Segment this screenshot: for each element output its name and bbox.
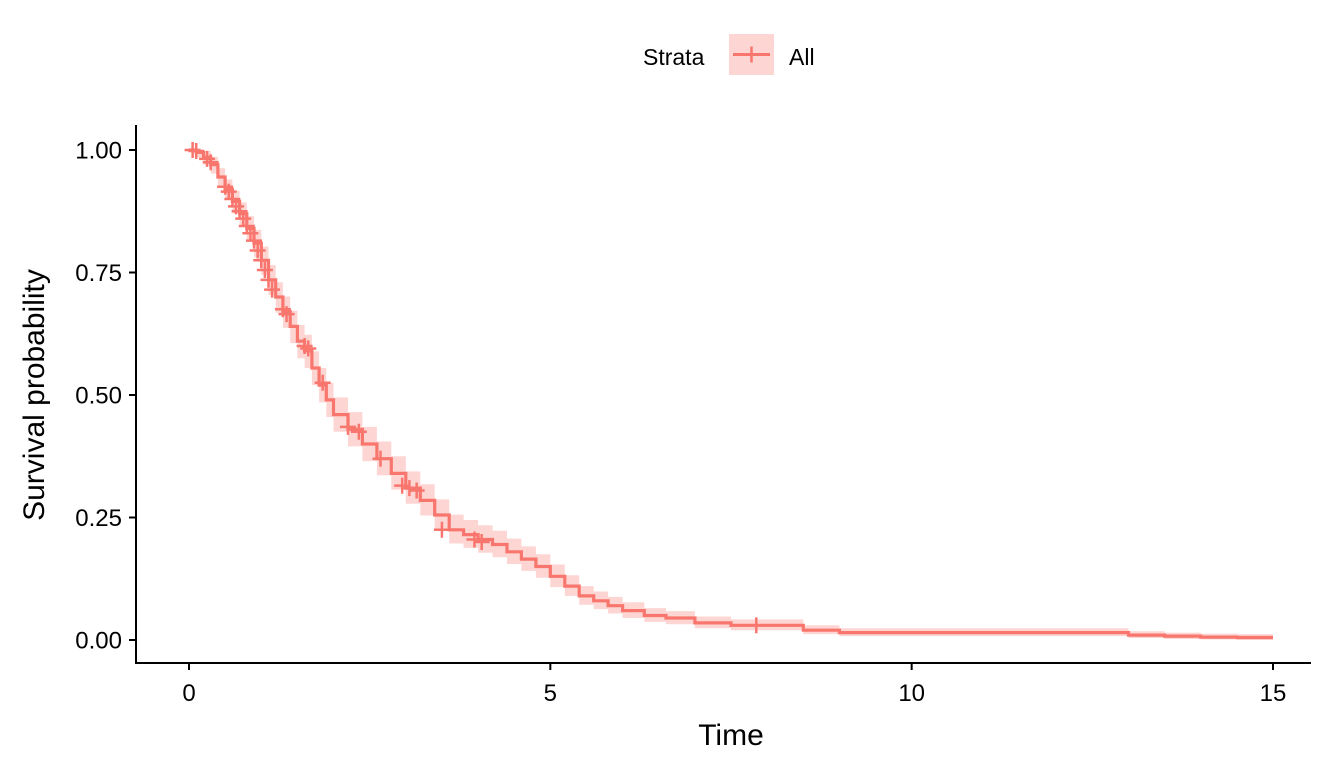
- legend-entry-all: All: [789, 44, 815, 70]
- censor-mark: [433, 521, 450, 538]
- censor-mark: [372, 450, 389, 467]
- y-tick-label: 0.25: [75, 505, 122, 532]
- censor-mark: [235, 210, 252, 227]
- x-axis: 0 5 10 15: [135, 662, 1311, 707]
- y-axis: 0.00 0.25 0.50 0.75 1.00: [75, 125, 137, 663]
- survival-curve-all: [189, 148, 1273, 640]
- censor-mark: [394, 477, 411, 494]
- censor-mark: [260, 271, 277, 288]
- censor-mark: [466, 531, 483, 548]
- y-tick-label: 0.00: [75, 628, 122, 655]
- legend-title: Strata: [643, 44, 705, 70]
- censor-mark: [238, 217, 255, 234]
- y-tick-label: 1.00: [75, 138, 122, 165]
- censor-mark: [350, 423, 367, 440]
- censor-mark: [220, 183, 237, 200]
- censor-mark: [224, 191, 241, 207]
- censor-mark: [401, 480, 418, 497]
- censor-mark: [300, 340, 317, 357]
- censor-mark: [199, 150, 216, 167]
- censor-mark: [249, 242, 266, 259]
- legend: Strata All: [643, 34, 815, 75]
- censor-mark: [188, 142, 205, 159]
- y-tick-label: 0.75: [75, 260, 122, 287]
- censor-mark: [296, 338, 313, 354]
- censor-mark: [202, 154, 219, 171]
- censor-mark: [246, 232, 263, 249]
- legend-key-censor-mark: [743, 46, 760, 63]
- censor-mark: [253, 252, 270, 269]
- censor-mark: [314, 374, 331, 391]
- x-tick-label: 10: [898, 680, 925, 707]
- plot-area: [184, 142, 1273, 640]
- x-tick-label: 0: [182, 680, 195, 707]
- censor-mark: [748, 617, 765, 634]
- censor-mark: [339, 418, 356, 435]
- x-axis-title: Time: [698, 719, 764, 752]
- y-tick-label: 0.50: [75, 383, 122, 410]
- censor-mark: [473, 534, 490, 550]
- censor-mark: [408, 482, 425, 499]
- censor-mark: [231, 203, 248, 220]
- censor-mark: [264, 281, 281, 298]
- censor-mark: [256, 262, 273, 279]
- x-tick-label: 15: [1260, 680, 1287, 707]
- censor-mark: [278, 306, 295, 323]
- confidence-band: [189, 150, 1273, 640]
- y-axis-title: Survival probability: [18, 269, 51, 521]
- censor-marks: [184, 142, 765, 634]
- censor-mark: [242, 225, 259, 242]
- legend-censor-cross: [743, 46, 760, 63]
- x-tick-label: 5: [544, 680, 557, 707]
